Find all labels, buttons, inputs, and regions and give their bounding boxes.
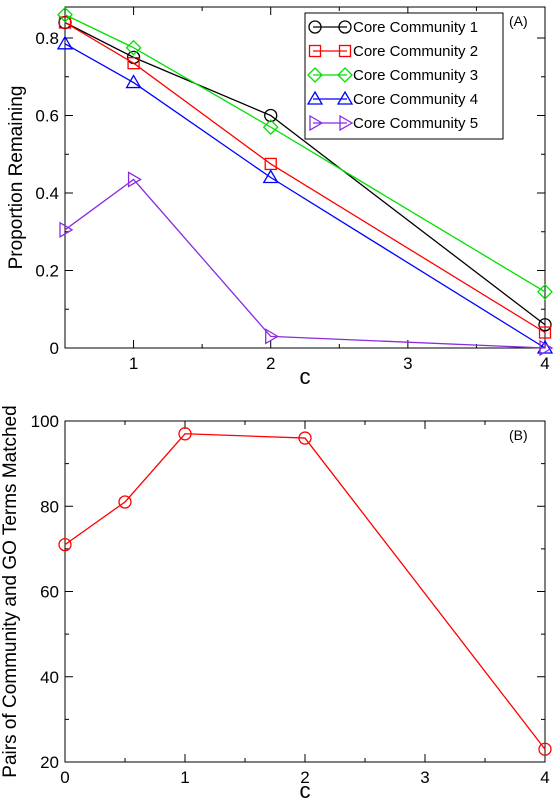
- y-tick-label: 0: [50, 339, 59, 358]
- plot-a-series: [56, 6, 554, 357]
- x-tick-label: 3: [420, 768, 429, 787]
- panel-b-x-axis-label: c: [300, 778, 311, 803]
- y-tick-label: 100: [31, 412, 59, 431]
- series-line-3: [64, 14, 546, 293]
- panel-b-label: (B): [509, 427, 528, 443]
- legend-marker: [307, 67, 323, 83]
- y-tick-label: 40: [40, 668, 59, 687]
- legend-item-label: Core Community 3: [353, 67, 478, 84]
- panel-a: 1 2 3 4 0 0.2 0.4 0.6 0.8 (A) c Proportion Remai…: [6, 6, 554, 389]
- x-tick-label: 2: [300, 768, 309, 787]
- series-line-2: [64, 21, 546, 334]
- legend-item-label: Core Community 1: [353, 19, 478, 36]
- data-point-1: [538, 742, 552, 756]
- legend-marker: [338, 44, 352, 58]
- y-tick-label: 0.4: [35, 184, 59, 203]
- y-tick-label: 0.6: [35, 107, 59, 126]
- data-point-4: [56, 35, 74, 50]
- legend: Core Community 1 Core Community 2 Core Com…: [304, 12, 504, 140]
- x-tick-label: 4: [540, 354, 549, 373]
- legend-marker: [336, 90, 354, 105]
- plot-b-ticks: 0 1 2 3 4 20 40 60 80 100: [31, 412, 550, 787]
- legend-marker: [308, 44, 322, 58]
- series-line-1: [64, 21, 546, 326]
- y-tick-label: 80: [40, 497, 59, 516]
- x-tick-label: 1: [180, 768, 189, 787]
- plot-b-series: [58, 427, 552, 756]
- data-point-5: [59, 221, 74, 238]
- data-point-4: [125, 74, 142, 89]
- data-point-3: [537, 283, 553, 300]
- panel-a-y-axis-label: Proportion Remaining: [6, 86, 27, 270]
- y-tick-label: 20: [40, 753, 59, 772]
- y-tick-label: 0.8: [35, 29, 59, 48]
- legend-marker: [339, 114, 354, 132]
- y-tick-label: 0.2: [35, 262, 59, 281]
- data-point-1: [264, 108, 278, 123]
- data-point-3: [262, 119, 279, 136]
- x-tick-label: 0: [60, 768, 69, 787]
- data-point-2: [538, 326, 552, 339]
- panel-b: 0 1 2 3 4 20 40 60 80 100 (B) c Pairs of Communit…: [0, 405, 552, 803]
- legend-item-label: Core Community 2: [353, 43, 478, 60]
- data-point-5: [265, 328, 280, 345]
- legend-marker: [309, 114, 324, 132]
- panel-b-y-axis-label: Pairs of Community and GO Terms Matched: [0, 405, 21, 777]
- data-point-4: [536, 339, 554, 354]
- data-point-3: [57, 6, 73, 23]
- x-tick-label: 4: [540, 768, 549, 787]
- series-line-4: [64, 43, 546, 349]
- data-point-2: [58, 16, 72, 29]
- data-point-5: [127, 171, 142, 188]
- legend-item-label: Core Community 5: [353, 115, 478, 132]
- data-point-4: [262, 169, 279, 184]
- data-point-3: [125, 39, 142, 56]
- y-tick-label: 60: [40, 583, 59, 602]
- legend-marker: [338, 20, 352, 34]
- series-line-1: [64, 433, 546, 750]
- legend-marker: [308, 20, 322, 34]
- series-line-5: [64, 178, 546, 349]
- data-point-1: [298, 431, 312, 445]
- x-tick-label: 3: [403, 354, 412, 373]
- legend-marker: [337, 67, 353, 83]
- plot-b-frame: [64, 420, 546, 763]
- data-point-5: [539, 339, 554, 357]
- x-tick-label: 2: [266, 354, 275, 373]
- data-point-1: [538, 318, 552, 332]
- panel-a-x-axis-label: c: [300, 364, 311, 389]
- x-tick-label: 1: [129, 354, 138, 373]
- data-point-1: [58, 537, 72, 552]
- legend-item-label: Core Community 4: [353, 91, 478, 108]
- data-point-2: [127, 57, 140, 70]
- data-point-1: [178, 427, 192, 441]
- legend-marker: [306, 90, 324, 105]
- legend-box: [304, 12, 504, 140]
- plot-a-frame: [64, 6, 546, 349]
- data-point-1: [118, 495, 132, 509]
- panel-a-label: (A): [509, 13, 528, 29]
